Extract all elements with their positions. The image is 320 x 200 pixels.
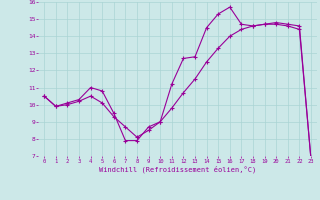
X-axis label: Windchill (Refroidissement éolien,°C): Windchill (Refroidissement éolien,°C): [99, 165, 256, 173]
